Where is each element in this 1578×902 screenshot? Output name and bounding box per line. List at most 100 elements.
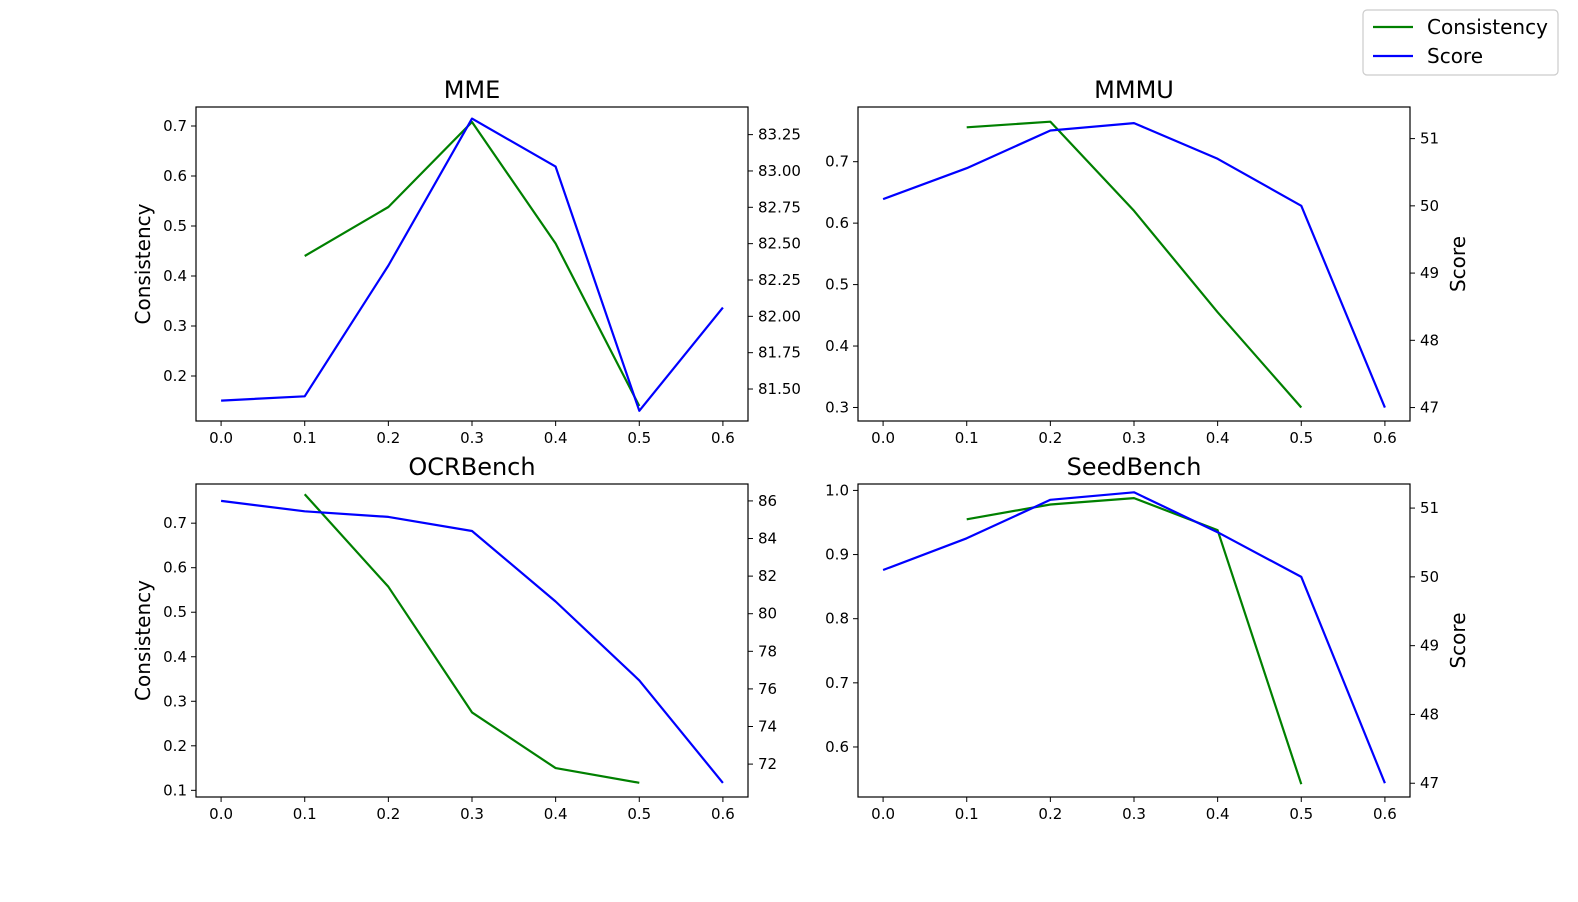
legend: Consistency Score [1362, 9, 1559, 76]
mmmu-right-tick-label: 47 [1420, 399, 1439, 417]
mmmu-right-tick-label: 50 [1420, 197, 1439, 215]
legend-label-score: Score [1427, 44, 1483, 68]
mmmu-left-tick-label: 0.7 [825, 153, 849, 171]
mme-left-tick-label: 0.4 [163, 267, 187, 285]
ocrbench-x-tick-label: 0.0 [209, 805, 233, 823]
seedbench-x-tick-label: 0.6 [1373, 805, 1397, 823]
seedbench-left-tick-label: 0.6 [825, 738, 849, 756]
ocrbench-right-tick-label: 86 [758, 492, 777, 510]
mme-left-tick-label: 0.3 [163, 317, 187, 335]
mmmu-x-tick-label: 0.1 [955, 429, 979, 447]
mme-x-tick-label: 0.2 [376, 429, 400, 447]
mmmu-series-consistency [966, 120, 1303, 409]
mme-x-tick-label: 0.4 [544, 429, 568, 447]
mme-x-tick-label: 0.0 [209, 429, 233, 447]
mme-series-score [221, 117, 724, 412]
ocrbench-x-tick-label: 0.1 [293, 805, 317, 823]
mmmu-right-tick-label: 49 [1420, 264, 1439, 282]
seedbench-title: SeedBench [1067, 453, 1202, 481]
panel-mmmu: MMMU 0.0 0.1 0.2 0.3 0.4 0.5 0.6 0.3 0.4 0.5 0.6 0.7… [825, 76, 1470, 447]
seedbench-ylabel-right: Score [1446, 612, 1470, 668]
mmmu-left-tick-label: 0.6 [825, 214, 849, 232]
ocrbench-left-tick-label: 0.5 [163, 603, 187, 621]
ocrbench-right-tick-label: 76 [758, 680, 777, 698]
mme-axes-frame [195, 106, 749, 422]
mmmu-right-tick-label: 51 [1420, 130, 1439, 148]
mme-right-tick-label: 81.75 [758, 344, 801, 362]
seedbench-x-tick-label: 0.5 [1289, 805, 1313, 823]
ocrbench-left-tick-label: 0.6 [163, 559, 187, 577]
mmmu-ylabel-right: Score [1446, 236, 1470, 292]
seedbench-right-tick-label: 51 [1420, 499, 1439, 517]
mme-right-tick-label: 82.25 [758, 271, 801, 289]
panel-seedbench: SeedBench 0.0 0.1 0.2 0.3 0.4 0.5 0.6 0.6 0.7 0.8 0… [825, 453, 1470, 823]
legend-label-consistency: Consistency [1427, 15, 1548, 39]
seedbench-x-tick-label: 0.4 [1206, 805, 1230, 823]
mme-left-tick-label: 0.7 [163, 117, 187, 135]
mme-x-tick-label: 0.6 [711, 429, 735, 447]
ocrbench-left-tick-label: 0.2 [163, 737, 187, 755]
ocrbench-right-tick-label: 84 [758, 530, 777, 548]
panel-mme: MME 0.0 0.1 0.2 0.3 0.4 0.5 0.6 0.2 0.3 0.4 0.5 0.6 0… [131, 76, 801, 447]
panel-ocrbench: OCRBench 0.0 0.1 0.2 0.3 0.4 0.5 0.6 0.1 0.2 0.3 0.… [131, 453, 777, 823]
ocrbench-series-consistency [303, 493, 640, 784]
seedbench-series-score [882, 491, 1386, 784]
seedbench-right-tick-label: 50 [1420, 568, 1439, 586]
mmmu-x-tick-label: 0.5 [1289, 429, 1313, 447]
mmmu-x-tick-label: 0.2 [1038, 429, 1062, 447]
mme-left-tick-label: 0.5 [163, 217, 187, 235]
ocrbench-right-tick-label: 82 [758, 567, 777, 585]
ocrbench-x-tick-label: 0.5 [627, 805, 651, 823]
mme-right-tick-label: 83.00 [758, 162, 801, 180]
seedbench-right-tick-label: 47 [1420, 774, 1439, 792]
mme-x-tick-label: 0.1 [293, 429, 317, 447]
mmmu-x-tick-label: 0.0 [871, 429, 895, 447]
mmmu-left-tick-label: 0.5 [825, 276, 849, 294]
ocrbench-x-tick-label: 0.3 [460, 805, 484, 823]
mme-x-tick-label: 0.3 [460, 429, 484, 447]
seedbench-series-consistency [966, 497, 1303, 785]
mme-right-tick-label: 82.75 [758, 198, 801, 216]
seedbench-left-tick-label: 0.7 [825, 674, 849, 692]
seedbench-left-tick-label: 0.8 [825, 610, 849, 628]
mme-x-tick-label: 0.5 [627, 429, 651, 447]
ocrbench-right-tick-label: 80 [758, 605, 777, 623]
mmmu-axes-frame [857, 106, 1411, 422]
ocrbench-x-tick-label: 0.2 [376, 805, 400, 823]
mme-left-tick-label: 0.2 [163, 367, 187, 385]
seedbench-x-tick-label: 0.2 [1038, 805, 1062, 823]
mmmu-left-tick-label: 0.3 [825, 398, 849, 416]
seedbench-right-tick-label: 48 [1420, 705, 1439, 723]
mme-left-tick-label: 0.6 [163, 167, 187, 185]
mmmu-series-score [882, 121, 1386, 409]
ocrbench-left-tick-label: 0.1 [163, 781, 187, 799]
mmmu-left-tick-label: 0.4 [825, 337, 849, 355]
ocrbench-right-tick-label: 72 [758, 755, 777, 773]
ocrbench-title: OCRBench [408, 453, 535, 481]
ocrbench-right-tick-label: 78 [758, 642, 777, 660]
ocrbench-left-tick-label: 0.7 [163, 514, 187, 532]
ocrbench-x-tick-label: 0.4 [544, 805, 568, 823]
seedbench-x-tick-label: 0.1 [955, 805, 979, 823]
mme-right-tick-label: 81.50 [758, 380, 801, 398]
mmmu-x-tick-label: 0.3 [1122, 429, 1146, 447]
seedbench-x-tick-label: 0.3 [1122, 805, 1146, 823]
ocrbench-series-score [220, 499, 724, 784]
ocrbench-right-tick-label: 74 [758, 718, 777, 736]
seedbench-right-tick-label: 49 [1420, 637, 1439, 655]
mme-right-tick-label: 83.25 [758, 126, 801, 144]
ocrbench-ylabel-left: Consistency [131, 580, 155, 701]
ocrbench-left-tick-label: 0.4 [163, 648, 187, 666]
seedbench-left-tick-label: 1.0 [825, 481, 849, 499]
mme-ylabel-left: Consistency [131, 203, 155, 324]
mmmu-title: MMMU [1094, 76, 1174, 104]
mme-right-tick-label: 82.50 [758, 235, 801, 253]
ocrbench-x-tick-label: 0.6 [711, 805, 735, 823]
seedbench-left-tick-label: 0.9 [825, 546, 849, 564]
mme-series-consistency [304, 120, 641, 407]
mme-right-tick-label: 82.00 [758, 307, 801, 325]
mmmu-x-tick-label: 0.4 [1206, 429, 1230, 447]
mme-title: MME [444, 76, 501, 104]
ocrbench-left-tick-label: 0.3 [163, 692, 187, 710]
